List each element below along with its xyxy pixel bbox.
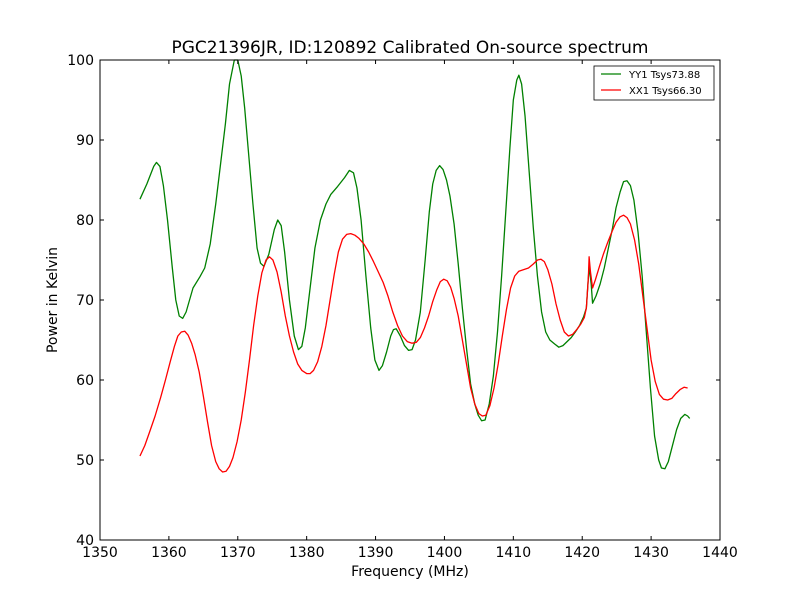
y-tick-label: 50	[76, 453, 94, 469]
y-tick-label: 100	[67, 53, 94, 69]
x-tick-label: 1350	[82, 545, 118, 561]
y-axis: 40 50 60 70 80 90 100	[67, 53, 720, 549]
x-axis-label: Frequency (MHz)	[351, 564, 469, 580]
legend-box	[593, 65, 715, 101]
y-tick-label: 70	[76, 293, 94, 309]
x-tick-label: 1390	[358, 545, 394, 561]
y-axis-label: Power in Kelvin	[45, 247, 61, 353]
series-line-yy1	[139, 59, 691, 470]
x-tick-label: 1410	[496, 545, 532, 561]
legend-label-xx1: XX1 Tsys66.30	[629, 86, 702, 97]
x-axis: 1350 1360 1370 1380 1390 1400 1410 1420 1430 1440	[82, 60, 738, 561]
x-tick-label: 1380	[289, 545, 325, 561]
x-tick-label: 1440	[702, 545, 738, 561]
series-line-xx1	[139, 214, 688, 473]
x-tick-label: 1420	[564, 545, 600, 561]
legend-label-yy1: YY1 Tsys73.88	[628, 70, 700, 81]
y-tick-label: 90	[76, 133, 94, 149]
y-tick-label: 80	[76, 213, 94, 229]
x-tick-label: 1370	[220, 545, 256, 561]
x-tick-label: 1430	[633, 545, 669, 561]
chart-title: PGC21396JR, ID:120892 Calibrated On-sour…	[172, 38, 649, 58]
plot-lines	[139, 59, 691, 473]
legend: YY1 Tsys73.88 XX1 Tsys66.30	[593, 65, 715, 101]
x-tick-label: 1360	[151, 545, 187, 561]
y-tick-label: 40	[76, 533, 94, 549]
y-tick-label: 60	[76, 373, 94, 389]
x-tick-label: 1400	[427, 545, 463, 561]
